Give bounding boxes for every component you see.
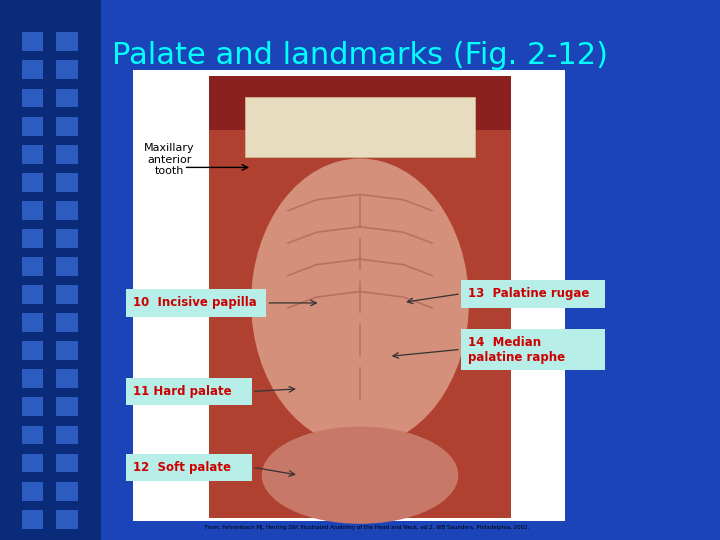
Bar bbox=[56, 201, 78, 220]
Bar bbox=[209, 76, 511, 518]
Text: 10  Incisive papilla: 10 Incisive papilla bbox=[133, 296, 257, 309]
Bar bbox=[22, 117, 43, 136]
Bar bbox=[22, 313, 43, 332]
Bar bbox=[22, 369, 43, 388]
Bar bbox=[56, 32, 78, 51]
Text: 11 Hard palate: 11 Hard palate bbox=[133, 385, 232, 398]
Bar bbox=[22, 510, 43, 529]
Bar bbox=[22, 173, 43, 192]
Bar bbox=[56, 145, 78, 164]
Bar bbox=[56, 313, 78, 332]
Ellipse shape bbox=[262, 427, 458, 524]
FancyBboxPatch shape bbox=[126, 454, 252, 481]
Bar bbox=[56, 454, 78, 472]
Bar bbox=[56, 173, 78, 192]
FancyBboxPatch shape bbox=[126, 289, 266, 317]
Bar bbox=[22, 257, 43, 276]
Text: From: Fehrenbach MJ, Herring SW: Illustrated Anatomy of the Head and Neck, ed 2,: From: Fehrenbach MJ, Herring SW: Illustr… bbox=[205, 525, 530, 530]
Text: 13  Palatine rugae: 13 Palatine rugae bbox=[468, 287, 590, 300]
Bar bbox=[245, 97, 475, 157]
Bar bbox=[22, 397, 43, 416]
Bar bbox=[56, 397, 78, 416]
Text: Palate and landmarks (Fig. 2-12): Palate and landmarks (Fig. 2-12) bbox=[112, 40, 608, 70]
Bar bbox=[56, 229, 78, 248]
Bar bbox=[22, 145, 43, 164]
Bar bbox=[56, 482, 78, 501]
Bar bbox=[22, 482, 43, 501]
FancyArrow shape bbox=[359, 367, 361, 400]
Text: 12  Soft palate: 12 Soft palate bbox=[133, 461, 231, 474]
FancyArrow shape bbox=[359, 324, 361, 356]
Bar bbox=[56, 510, 78, 529]
FancyBboxPatch shape bbox=[126, 378, 252, 405]
Bar bbox=[56, 341, 78, 360]
Bar bbox=[56, 60, 78, 79]
Bar bbox=[56, 369, 78, 388]
FancyArrow shape bbox=[359, 194, 361, 227]
FancyBboxPatch shape bbox=[461, 280, 605, 308]
Bar bbox=[22, 454, 43, 472]
Bar bbox=[209, 76, 511, 130]
Text: Maxillary
anterior
tooth: Maxillary anterior tooth bbox=[144, 143, 194, 176]
FancyArrow shape bbox=[359, 281, 361, 313]
Bar bbox=[56, 257, 78, 276]
Bar bbox=[56, 426, 78, 444]
Bar bbox=[22, 285, 43, 304]
Bar bbox=[22, 341, 43, 360]
Bar bbox=[56, 89, 78, 107]
FancyArrow shape bbox=[359, 238, 361, 270]
Bar bbox=[22, 229, 43, 248]
Bar bbox=[133, 70, 565, 521]
Text: 14  Median
palatine raphe: 14 Median palatine raphe bbox=[468, 336, 565, 363]
Bar bbox=[22, 89, 43, 107]
Bar bbox=[22, 32, 43, 51]
Ellipse shape bbox=[251, 159, 469, 446]
Bar bbox=[22, 201, 43, 220]
Bar bbox=[22, 426, 43, 444]
Bar bbox=[56, 117, 78, 136]
Bar bbox=[22, 60, 43, 79]
FancyBboxPatch shape bbox=[461, 329, 605, 370]
Bar bbox=[0, 0, 101, 540]
Bar bbox=[56, 285, 78, 304]
